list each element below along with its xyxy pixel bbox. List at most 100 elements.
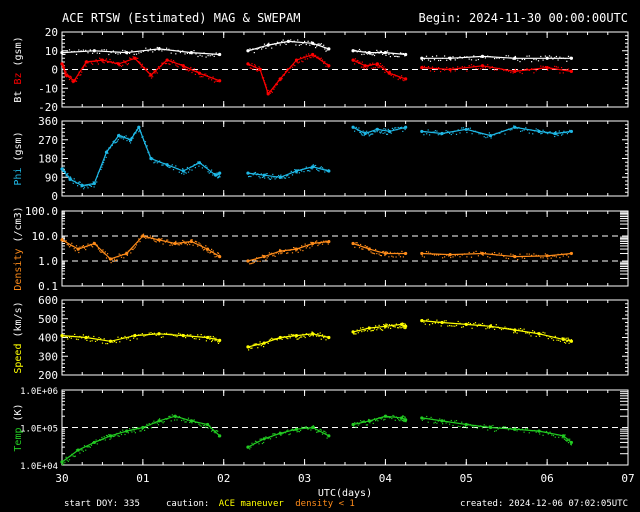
texture-dot	[113, 140, 115, 142]
texture-dot	[381, 130, 383, 132]
texture-dot	[263, 441, 265, 444]
texture-dot	[249, 175, 251, 177]
texture-dot	[170, 243, 172, 245]
texture-dot	[525, 428, 527, 430]
texture-dot	[377, 51, 379, 53]
texture-dot	[177, 244, 179, 246]
data-point-phi	[104, 150, 109, 154]
texture-dot	[189, 169, 191, 171]
texture-dot	[248, 176, 250, 178]
texture-dot	[263, 255, 265, 257]
texture-dot	[118, 133, 120, 135]
texture-dot	[138, 131, 140, 133]
texture-dot	[104, 59, 106, 61]
texture-dot	[108, 340, 110, 342]
texture-dot	[325, 240, 327, 242]
texture-dot	[278, 42, 280, 44]
texture-dot	[272, 43, 274, 45]
texture-dot	[507, 70, 510, 72]
texture-dot	[313, 55, 315, 58]
texture-dot	[70, 245, 72, 247]
texture-dot	[492, 424, 494, 427]
texture-dot	[260, 173, 262, 175]
texture-dot	[185, 421, 187, 423]
texture-dot	[289, 172, 291, 174]
texture-dot	[288, 434, 290, 436]
texture-dot	[248, 260, 250, 262]
texture-dot	[81, 245, 83, 248]
texture-dot	[174, 61, 176, 63]
texture-dot	[517, 259, 519, 261]
texture-dot	[358, 62, 360, 64]
texture-dot	[363, 53, 365, 55]
texture-dot	[544, 55, 546, 57]
texture-dot	[152, 76, 154, 78]
texture-dot	[274, 86, 276, 88]
texture-dot	[291, 174, 294, 176]
texture-dot	[392, 76, 395, 78]
texture-dot	[302, 61, 304, 63]
texture-dot	[296, 61, 298, 63]
texture-dot	[83, 188, 85, 190]
texture-dot	[280, 253, 282, 255]
texture-dot	[168, 241, 170, 243]
texture-dot	[324, 61, 326, 63]
texture-dot	[298, 44, 300, 46]
texture-dot	[547, 433, 549, 435]
texture-dot	[434, 130, 436, 132]
texture-dot	[182, 168, 184, 170]
texture-dot	[355, 426, 357, 428]
texture-dot	[382, 53, 384, 55]
texture-dot	[147, 151, 149, 154]
texture-dot	[481, 133, 484, 135]
texture-dot	[528, 333, 530, 335]
texture-dot	[146, 423, 148, 425]
texture-dot	[88, 60, 90, 63]
texture-dot	[473, 65, 475, 67]
texture-dot	[356, 128, 358, 130]
texture-dot	[132, 137, 134, 139]
texture-dot	[391, 255, 393, 257]
texture-dot	[216, 172, 218, 174]
texture-dot	[152, 422, 154, 424]
texture-dot	[459, 67, 461, 69]
texture-dot	[300, 169, 302, 171]
texture-dot	[269, 338, 272, 340]
texture-dot	[297, 39, 299, 41]
texture-dot	[353, 333, 355, 335]
texture-dot	[130, 136, 132, 139]
data-point-density	[189, 239, 193, 244]
texture-dot	[318, 57, 320, 59]
texture-dot	[387, 416, 389, 418]
texture-dot	[205, 340, 207, 342]
texture-dot	[565, 439, 567, 441]
texture-dot	[261, 48, 263, 50]
texture-dot	[476, 325, 478, 327]
texture-dot	[530, 430, 532, 432]
texture-dot	[364, 245, 366, 247]
texture-dot	[120, 433, 123, 436]
texture-dot	[85, 249, 87, 251]
texture-dot	[267, 342, 269, 344]
texture-dot	[535, 59, 537, 61]
series-texture-temp	[421, 415, 572, 446]
texture-dot	[282, 176, 284, 178]
texture-dot	[139, 129, 141, 131]
texture-dot	[126, 429, 128, 432]
texture-dot	[562, 72, 564, 74]
texture-dot	[218, 436, 220, 438]
series-texture-density	[421, 250, 571, 261]
texture-dot	[326, 170, 328, 172]
texture-dot	[122, 135, 124, 137]
texture-dot	[156, 239, 158, 241]
texture-dot	[202, 336, 204, 338]
texture-dot	[514, 55, 516, 58]
texture-dot	[87, 187, 89, 189]
data-point-phi	[262, 173, 266, 177]
texture-dot	[520, 130, 522, 132]
texture-dot	[148, 423, 150, 425]
texture-dot	[319, 428, 321, 430]
texture-dot	[79, 335, 81, 338]
texture-dot	[82, 334, 84, 336]
texture-dot	[366, 132, 369, 134]
